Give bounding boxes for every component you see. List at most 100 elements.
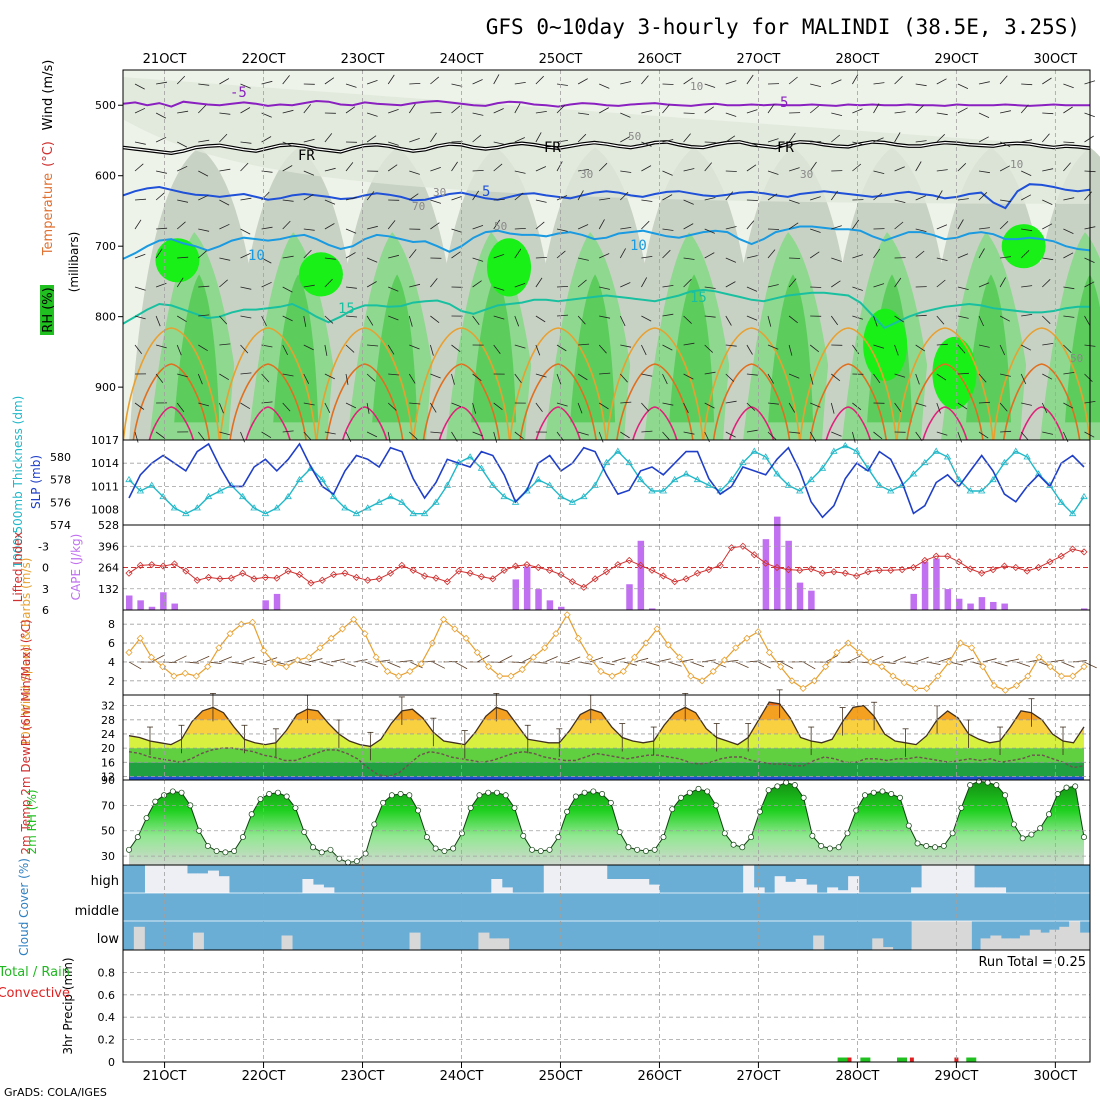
wind-marker: [496, 672, 504, 680]
contour-label: 10: [1010, 158, 1023, 171]
cloud-low-bar: [192, 932, 204, 950]
wind-barb: [324, 167, 336, 172]
wind-barb: [1063, 344, 1072, 353]
x-tick-label-bottom: 25OCT: [539, 1069, 583, 1084]
upper-axis-label: Temperature: [41, 173, 56, 256]
cape-bar: [126, 595, 133, 610]
wind-marker: [675, 653, 684, 661]
wind-barb: [725, 226, 737, 230]
wind-barb: [725, 373, 735, 382]
rh-marker: [345, 859, 351, 866]
y-tick-label: -3: [38, 540, 49, 553]
wind-barb: [704, 402, 715, 409]
wind-barb: [535, 257, 547, 259]
temp-band: [129, 702, 1084, 706]
wind-marker: [383, 667, 391, 675]
rh-marker: [161, 792, 167, 799]
thickness-marker: [1023, 453, 1031, 460]
isotherm-20: [412, 327, 511, 441]
isotherm-10: [122, 225, 1091, 260]
wind-barb: [198, 139, 210, 143]
x-tick-label-bottom: 29OCT: [934, 1069, 978, 1084]
wind-barb: [324, 402, 331, 413]
wind-barb: [324, 344, 328, 356]
wind-barb: [388, 373, 400, 376]
cloud-high-bar: [774, 876, 786, 893]
x-tick-label-top: 27OCT: [737, 52, 781, 67]
x-tick-label-top: 26OCT: [638, 52, 682, 67]
wind-barb: [662, 249, 671, 259]
wind-marker: [866, 658, 875, 666]
wind-barb: [177, 373, 188, 378]
wind-barb: [1063, 197, 1075, 201]
wind-barb: [704, 315, 716, 318]
wind-barb: [830, 190, 838, 201]
wind-barb: [1042, 112, 1054, 115]
rh-marker: [266, 791, 273, 797]
wind-barb: [556, 402, 568, 407]
li-marker: [148, 561, 156, 569]
wind-barb: [535, 199, 547, 203]
rh-marker: [862, 792, 868, 799]
wind-barb: [725, 281, 736, 288]
thickness-marker: [818, 464, 827, 471]
wind-barb: [324, 199, 336, 205]
thickness-marker: [511, 498, 520, 505]
wind-barb: [472, 170, 484, 172]
li-marker: [193, 576, 201, 584]
wind-barb: [556, 286, 569, 288]
wind-barb: [1061, 661, 1075, 668]
li-marker: [671, 578, 679, 586]
wind-barb: [904, 661, 919, 665]
wind-barb: [936, 257, 948, 261]
rh-marker: [660, 834, 667, 841]
cloud-high-bar: [312, 884, 324, 893]
wind-barb: [978, 282, 990, 288]
wind-barb: [1042, 199, 1053, 205]
rh-marker: [353, 858, 360, 865]
wind-barb: [810, 83, 821, 87]
wind-barb: [936, 279, 946, 288]
wind-barb: [894, 221, 904, 230]
wind-marker: [822, 663, 830, 671]
cape-bar: [160, 592, 167, 610]
wind-barb: [535, 277, 543, 288]
li-marker: [580, 583, 588, 591]
y-tick-label: 574: [50, 519, 71, 532]
wind-marker: [305, 653, 313, 661]
wind-barb: [156, 81, 168, 85]
wind-barb: [219, 279, 228, 288]
wind-barb: [1021, 139, 1033, 143]
wind-barb: [894, 166, 905, 172]
wind-barb: [767, 193, 778, 201]
wind-barb: [282, 402, 291, 412]
wind-barb: [408, 103, 416, 114]
wind-barb: [809, 105, 819, 114]
wind-barb: [1042, 77, 1052, 85]
wind-barb: [134, 141, 146, 145]
wind-barb: [683, 133, 691, 143]
rh-marker: [993, 782, 1000, 789]
cape-bar: [762, 539, 770, 610]
wind-barb: [345, 252, 356, 259]
wind-barb: [873, 103, 880, 114]
rh-marker: [380, 799, 387, 806]
wind-marker: [844, 639, 852, 647]
wind-marker: [619, 667, 627, 675]
wind-barb: [198, 228, 210, 232]
wind-barb: [366, 191, 375, 201]
thickness-marker: [943, 453, 952, 460]
wind-barb: [915, 228, 927, 232]
wind-barb: [324, 278, 333, 288]
isotherm-30: [825, 406, 872, 441]
wind-marker: [968, 644, 976, 652]
cloud-high-bar: [995, 887, 1007, 893]
wind-barb: [1084, 315, 1091, 326]
wind-barb: [599, 83, 610, 89]
isotherm-30: [922, 406, 968, 441]
wind-barb: [746, 315, 758, 321]
rh-marker: [642, 848, 649, 854]
wind-barb: [345, 373, 349, 385]
slp-axis-label: SLP (mb): [29, 455, 43, 509]
wind-barb: [1042, 373, 1053, 380]
